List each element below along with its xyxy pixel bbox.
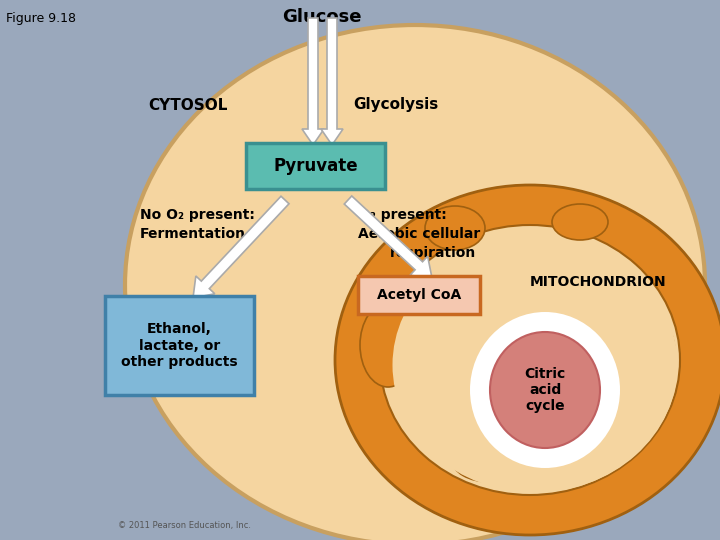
Text: MITOCHONDRION: MITOCHONDRION (530, 275, 666, 289)
Text: © 2011 Pearson Education, Inc.: © 2011 Pearson Education, Inc. (118, 521, 251, 530)
FancyBboxPatch shape (105, 296, 254, 395)
Text: Glycolysis: Glycolysis (353, 98, 438, 112)
Ellipse shape (425, 206, 485, 250)
Text: respiration: respiration (390, 246, 476, 260)
Ellipse shape (125, 25, 705, 540)
Polygon shape (321, 18, 343, 145)
Ellipse shape (470, 312, 620, 468)
Text: Aerobic cellular: Aerobic cellular (358, 227, 480, 241)
Text: Pyruvate: Pyruvate (273, 157, 358, 175)
Text: Citric
acid
cycle: Citric acid cycle (524, 367, 566, 413)
Polygon shape (302, 18, 324, 145)
Ellipse shape (392, 238, 678, 492)
Ellipse shape (380, 225, 680, 495)
FancyBboxPatch shape (246, 143, 385, 189)
Ellipse shape (360, 303, 416, 387)
Polygon shape (193, 196, 289, 298)
Text: O₂ present:: O₂ present: (358, 208, 446, 222)
Text: Glucose: Glucose (282, 8, 361, 26)
Text: No O₂ present:: No O₂ present: (140, 208, 255, 222)
Text: Ethanol,
lactate, or
other products: Ethanol, lactate, or other products (121, 322, 238, 369)
Text: Figure 9.18: Figure 9.18 (6, 12, 76, 25)
Ellipse shape (552, 204, 608, 240)
Text: Fermentation: Fermentation (140, 227, 246, 241)
Text: CYTOSOL: CYTOSOL (148, 98, 228, 112)
Ellipse shape (635, 317, 675, 393)
Polygon shape (344, 196, 432, 278)
Text: Acetyl CoA: Acetyl CoA (377, 288, 461, 302)
FancyBboxPatch shape (358, 276, 480, 314)
Ellipse shape (335, 185, 720, 535)
Ellipse shape (490, 332, 600, 448)
Ellipse shape (452, 438, 528, 482)
